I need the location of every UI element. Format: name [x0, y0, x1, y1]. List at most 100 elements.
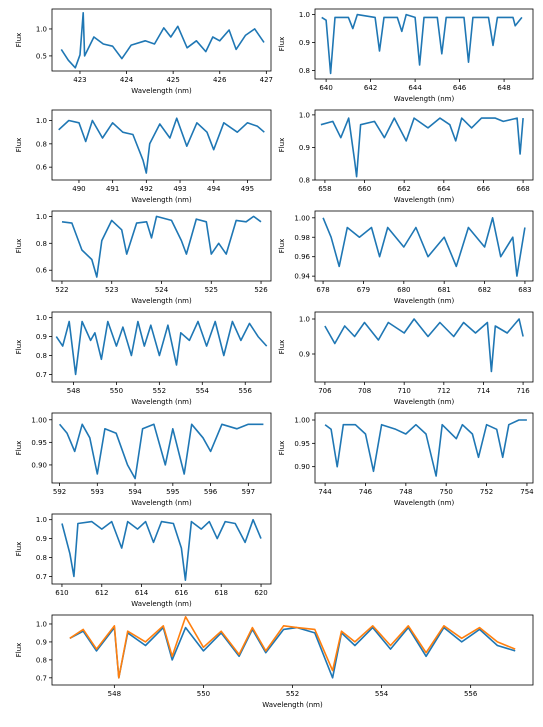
panel-3: 490 491 492 493 494 495 0.6 0.8 1.0 Wavelength (n… [15, 109, 272, 204]
panel-10: 744 746 748 750 752 754 0.90 0.95 1.00 Wavelength… [278, 412, 534, 507]
axes-frame [314, 109, 534, 181]
y-tick-label: 0.9 [299, 351, 310, 359]
series-line-1 [324, 318, 524, 373]
x-tick-label: 552 [286, 690, 299, 698]
x-tick-label: 660 [358, 185, 371, 193]
y-tick-label: 1.0 [299, 111, 310, 119]
x-tick-label: 424 [120, 76, 134, 84]
x-tick-label: 597 [242, 488, 255, 496]
x-tick-label: 710 [397, 387, 410, 395]
y-tick-label: 1.0 [299, 11, 310, 19]
x-tick-label: 548 [108, 690, 121, 698]
series-line-1 [324, 419, 527, 477]
y-axis-label: Flux [15, 441, 23, 456]
x-tick-label: 678 [316, 286, 329, 294]
y-tick-label: 0.96 [294, 253, 310, 261]
panel-8: 706 708 710 712 714 716 0.9 1.0 Wavelength (nm) F… [278, 311, 534, 406]
panel-5: 522 523 524 525 526 0.6 0.8 1.0 Wavelength (nm) F… [15, 210, 272, 305]
series-line-1 [322, 217, 526, 277]
x-tick-label: 748 [399, 488, 412, 496]
x-tick-label: 523 [105, 286, 118, 294]
y-tick-label: 0.8 [36, 140, 47, 148]
series-line-1 [58, 423, 264, 480]
panel-9: 592 593 594 595 596 597 0.90 0.95 1.00 Wavelength… [15, 412, 272, 507]
y-tick-label: 0.6 [36, 267, 48, 275]
y-tick-label: 0.90 [294, 463, 310, 471]
y-tick-label: 0.9 [36, 333, 47, 341]
x-tick-label: 708 [358, 387, 371, 395]
x-tick-label: 750 [440, 488, 453, 496]
x-tick-label: 423 [73, 76, 86, 84]
y-tick-label: 0.95 [31, 439, 47, 447]
x-tick-label: 640 [319, 84, 332, 92]
y-axis-label: Flux [15, 542, 23, 557]
y-tick-label: 0.8 [36, 240, 47, 248]
y-axis-label: Flux [278, 138, 286, 153]
y-tick-label: 1.0 [36, 314, 47, 322]
y-axis-label: Flux [15, 340, 23, 355]
series-line-2 [69, 616, 516, 679]
x-tick-label: 556 [239, 387, 253, 395]
x-tick-label: 666 [477, 185, 491, 193]
axes-frame [51, 210, 272, 282]
panel-11: 610 612 614 616 618 620 0.7 0.8 0.9 1.0 Wavelength… [15, 513, 272, 608]
y-axis-label: Flux [278, 340, 286, 355]
x-tick-label: 679 [357, 286, 370, 294]
y-tick-label: 0.8 [36, 554, 47, 562]
y-tick-label: 1.0 [36, 620, 47, 628]
x-tick-label: 427 [260, 76, 273, 84]
y-axis-label: Flux [15, 643, 23, 658]
x-tick-label: 595 [166, 488, 179, 496]
x-tick-label: 744 [318, 488, 332, 496]
y-tick-label: 1.0 [36, 516, 47, 524]
x-axis-label: Wavelength (nm) [131, 87, 192, 95]
x-tick-label: 612 [95, 589, 108, 597]
x-axis-label: Wavelength (nm) [394, 398, 455, 406]
x-axis-label: Wavelength (nm) [131, 398, 192, 406]
y-axis-label: Flux [278, 37, 286, 52]
x-tick-label: 492 [140, 185, 153, 193]
y-axis-label: Flux [15, 138, 23, 153]
y-axis-label: Flux [278, 441, 286, 456]
x-tick-label: 525 [205, 286, 218, 294]
axes-frame [314, 210, 534, 282]
x-tick-label: 616 [175, 589, 189, 597]
axes-frame [51, 311, 272, 383]
x-axis-label: Wavelength (nm) [394, 196, 455, 204]
series-line-1 [58, 117, 265, 174]
x-tick-label: 554 [196, 387, 210, 395]
panel-1: 423 424 425 426 427 0.5 1.0 Wavelength (nm) Flux [15, 8, 273, 95]
panel-4: 658 660 662 664 666 668 0.8 0.9 1.0 Wavelength (n… [278, 109, 534, 204]
x-tick-label: 620 [254, 589, 267, 597]
y-tick-label: 0.7 [36, 573, 47, 581]
x-tick-label: 524 [155, 286, 169, 294]
axes-frame [51, 109, 272, 181]
axes-frame [51, 8, 272, 72]
series-line-1 [55, 320, 268, 376]
panel-7: 548 550 552 554 556 0.7 0.8 0.9 1.0 Wavelength (n… [15, 311, 272, 406]
x-tick-label: 706 [318, 387, 332, 395]
y-tick-label: 0.9 [299, 144, 310, 152]
y-tick-label: 0.8 [299, 177, 310, 185]
y-tick-label: 0.9 [36, 535, 47, 543]
x-tick-label: 716 [516, 387, 530, 395]
y-tick-label: 0.7 [36, 674, 47, 682]
x-tick-label: 552 [153, 387, 166, 395]
x-tick-label: 495 [241, 185, 254, 193]
x-axis-label: Wavelength (nm) [131, 600, 192, 608]
y-tick-label: 1.00 [31, 416, 47, 424]
series-line-1 [61, 518, 262, 581]
x-tick-label: 644 [408, 84, 422, 92]
x-tick-label: 754 [520, 488, 534, 496]
x-tick-label: 712 [437, 387, 450, 395]
x-axis-label: Wavelength (nm) [394, 297, 455, 305]
x-tick-label: 550 [110, 387, 123, 395]
x-tick-label: 683 [518, 286, 531, 294]
x-tick-label: 714 [477, 387, 491, 395]
y-tick-label: 1.0 [36, 25, 47, 33]
axes-frame [314, 8, 534, 80]
y-tick-label: 0.8 [36, 656, 47, 664]
y-tick-label: 0.95 [294, 440, 310, 448]
y-tick-label: 0.6 [36, 164, 48, 172]
